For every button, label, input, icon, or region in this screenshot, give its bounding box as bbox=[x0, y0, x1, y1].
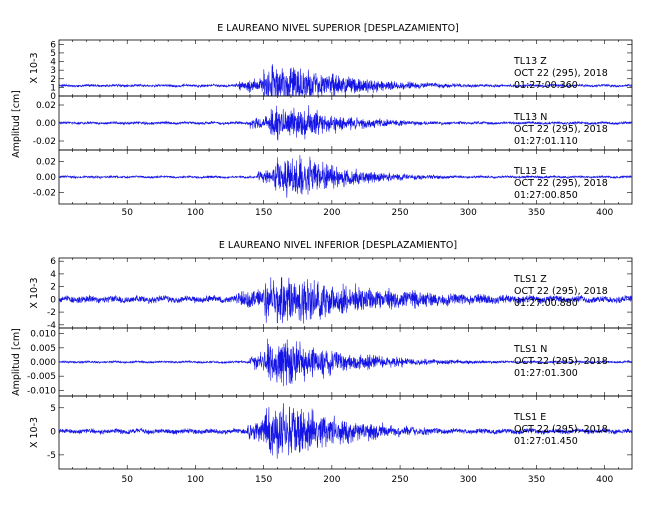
x-tick-label: 200 bbox=[323, 208, 340, 218]
waveform-series bbox=[58, 105, 633, 141]
y-tick-label: 3 bbox=[50, 66, 56, 76]
y-axis-label-lower: Amplitud [cm] bbox=[11, 328, 22, 396]
x-tick-label: 400 bbox=[596, 475, 613, 485]
x-tick-label: 50 bbox=[121, 475, 133, 485]
y-tick-label: 6 bbox=[50, 40, 56, 50]
date-label: OCT 22 (295), 2018 bbox=[514, 356, 608, 367]
y-tick-label: -0.010 bbox=[27, 386, 56, 396]
station-label: TLS1 E bbox=[513, 412, 546, 423]
waveform-series bbox=[58, 403, 633, 459]
time-label: 01:27:00.880 bbox=[514, 298, 578, 309]
y-tick-label: -4 bbox=[47, 321, 56, 331]
chart-title-lower: E LAUREANO NIVEL INFERIOR [DESPLAZAMIENT… bbox=[219, 240, 457, 251]
y-tick-label: 0.010 bbox=[30, 330, 56, 340]
y-axis-label-upper: Amplitud [cm] bbox=[11, 90, 22, 158]
y-tick-label: -2 bbox=[47, 308, 56, 318]
station-label: TL13 E bbox=[513, 166, 546, 177]
y-scale-label: X 10-3 bbox=[29, 52, 40, 83]
x-tick-label: 250 bbox=[391, 208, 408, 218]
station-label: TL13 Z bbox=[513, 56, 547, 67]
date-label: OCT 22 (295), 2018 bbox=[514, 124, 608, 135]
x-tick-label: 250 bbox=[391, 475, 408, 485]
waveform-series bbox=[58, 154, 633, 198]
y-tick-label: 2 bbox=[50, 75, 56, 85]
waveform-series bbox=[58, 64, 633, 97]
date-label: OCT 22 (295), 2018 bbox=[514, 178, 608, 189]
y-tick-label: 4 bbox=[50, 270, 56, 280]
station-label: TL13 N bbox=[513, 112, 547, 123]
date-label: OCT 22 (295), 2018 bbox=[514, 286, 608, 297]
x-tick-label: 350 bbox=[528, 208, 545, 218]
x-tick-label: 150 bbox=[255, 475, 272, 485]
station-label: TLS1 Z bbox=[513, 274, 547, 285]
x-tick-label: 150 bbox=[255, 208, 272, 218]
y-tick-label: 5 bbox=[50, 49, 56, 59]
y-tick-label: -0.02 bbox=[33, 188, 56, 198]
y-tick-label: 0.000 bbox=[30, 358, 56, 368]
chart-title-upper: E LAUREANO NIVEL SUPERIOR [DESPLAZAMIENT… bbox=[217, 23, 459, 34]
x-tick-label: 100 bbox=[187, 475, 204, 485]
y-tick-label: 4 bbox=[50, 58, 56, 68]
y-tick-label: 0 bbox=[50, 295, 56, 305]
time-label: 01:27:01.450 bbox=[514, 436, 578, 447]
y-tick-label: 2 bbox=[50, 283, 56, 293]
station-label: TLS1 N bbox=[513, 344, 547, 355]
y-tick-label: 5 bbox=[50, 404, 56, 414]
x-tick-label: 300 bbox=[460, 475, 477, 485]
y-scale-label: X 10-3 bbox=[29, 277, 40, 308]
time-label: 01:27:01.300 bbox=[514, 368, 578, 379]
y-scale-label: X 10-3 bbox=[29, 417, 40, 448]
y-tick-label: -5 bbox=[47, 451, 56, 461]
time-label: 01:27:00.850 bbox=[514, 190, 578, 201]
y-tick-label: 0.02 bbox=[36, 158, 56, 168]
time-label: 01:27:01.110 bbox=[514, 136, 578, 147]
y-tick-label: 0 bbox=[50, 92, 56, 102]
date-label: OCT 22 (295), 2018 bbox=[514, 424, 608, 435]
date-label: OCT 22 (295), 2018 bbox=[514, 68, 608, 79]
y-tick-label: 0 bbox=[50, 427, 56, 437]
x-tick-label: 50 bbox=[121, 208, 133, 218]
x-tick-label: 400 bbox=[596, 208, 613, 218]
x-tick-label: 200 bbox=[323, 475, 340, 485]
x-tick-label: 300 bbox=[460, 208, 477, 218]
waveform-series bbox=[58, 338, 633, 387]
y-tick-label: 6 bbox=[50, 257, 56, 267]
y-tick-label: 0.00 bbox=[36, 119, 56, 129]
y-tick-label: 0.005 bbox=[30, 344, 56, 354]
y-tick-label: 1 bbox=[50, 83, 56, 93]
x-tick-label: 100 bbox=[187, 208, 204, 218]
y-tick-label: -0.005 bbox=[27, 372, 56, 382]
y-tick-label: -0.02 bbox=[33, 137, 56, 147]
waveform-series bbox=[58, 276, 633, 324]
x-tick-label: 350 bbox=[528, 475, 545, 485]
y-tick-label: 0.00 bbox=[36, 173, 56, 183]
time-label: 01:27:00.360 bbox=[514, 80, 578, 91]
y-tick-label: 0.02 bbox=[36, 101, 56, 111]
